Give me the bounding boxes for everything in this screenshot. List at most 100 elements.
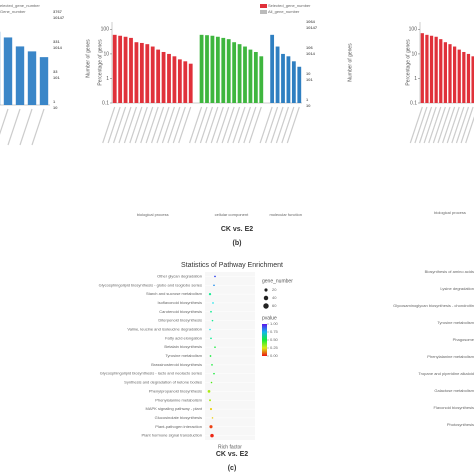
legend-label: 40 <box>272 295 277 300</box>
category-label-stub <box>270 106 284 144</box>
bar <box>226 39 231 103</box>
category-label-stub <box>460 106 474 144</box>
y-tick-label: 0.1 <box>410 100 417 106</box>
y-axis-label: Number of genes <box>85 39 91 78</box>
pathway-label: Tyrosine metabolism <box>165 353 202 358</box>
category-label-stub <box>221 106 235 144</box>
bar <box>172 56 177 103</box>
y2-tick-label: 1014 <box>306 51 316 56</box>
bar <box>39 57 49 105</box>
category-label-stub <box>265 106 279 144</box>
group-label: biological process <box>137 212 169 217</box>
bar <box>112 34 117 103</box>
bar <box>471 56 474 103</box>
category-label-stub <box>237 106 251 144</box>
category-label-stub <box>134 106 148 144</box>
bar <box>425 34 429 103</box>
category-label-stub <box>31 108 45 146</box>
bar <box>139 42 144 103</box>
category-label-stub <box>102 106 116 144</box>
y-tick-label: 10 <box>103 51 109 57</box>
category-label-stub <box>243 106 257 144</box>
category-label-stub <box>437 106 451 144</box>
category-label-stub <box>446 106 460 144</box>
point <box>211 364 213 366</box>
y2-tick-label: 10147 <box>306 25 318 30</box>
point <box>210 310 212 313</box>
color-tick-label: 1.00 <box>270 321 279 326</box>
pathway-label: Carotenoid biosynthesis <box>159 309 202 314</box>
pathway-label: Tyrosine metabolism <box>437 320 474 325</box>
bar <box>134 42 139 103</box>
pathway-label: Photosynthesis <box>447 422 474 427</box>
pathway-label: Plant-pathogen interaction <box>155 424 202 429</box>
legend-swatch <box>260 10 267 14</box>
point <box>210 381 213 384</box>
category-label-stub <box>418 106 433 144</box>
x-axis-label: Rich factor <box>218 444 242 450</box>
y2-tick-label: 3767 <box>53 9 63 14</box>
bar <box>466 53 471 103</box>
bar <box>281 53 285 103</box>
category-label-stub <box>259 106 273 144</box>
bar <box>429 35 434 104</box>
point <box>212 302 214 304</box>
category-label-stub <box>172 106 186 144</box>
bar <box>177 59 182 103</box>
pathway-label: Lysine degradation <box>440 286 474 291</box>
category-label-stub <box>432 106 446 144</box>
bar <box>161 51 166 103</box>
legend-label: Gene_number <box>0 9 26 14</box>
y2-tick-label: 33 <box>53 69 58 74</box>
pathway-label: Galactose metabolism <box>434 388 474 393</box>
pathway-label: Phenylpropanoid biosynthesis <box>149 388 202 393</box>
bar <box>457 49 461 103</box>
pathway-label: Biosynthesis of amino acids <box>425 269 474 274</box>
point <box>211 417 214 419</box>
legend-label: Selected_gene_number <box>268 3 311 8</box>
color-tick-label: 0.00 <box>270 353 279 358</box>
pathway-label: Glycosphingolipid biosynthesis - globo a… <box>99 282 202 287</box>
legend-label: elected_gene_number <box>0 3 40 8</box>
y-tick-label: 10 <box>411 51 417 57</box>
category-label-stub <box>275 106 289 144</box>
pathway-label: Plant hormone signal transduction <box>142 433 202 438</box>
color-bar <box>262 324 267 356</box>
group-label: molecular function <box>269 212 301 217</box>
pathway-label: Starch and sucrose metabolism <box>146 291 203 296</box>
pathway-label: Diterpenoid biosynthesis <box>158 318 202 323</box>
group-label: biological process <box>434 210 466 215</box>
y2-tick-label: 1014 <box>53 45 63 50</box>
bar <box>439 39 443 103</box>
y2-tick-label: 106 <box>306 45 313 50</box>
category-label-stub <box>194 106 208 144</box>
y-tick-label: 1 <box>414 76 417 82</box>
pathway-label: Flavonoid biosynthesis <box>434 405 474 410</box>
category-label-stub <box>232 106 246 144</box>
y2-tick-label: 1 <box>306 97 309 102</box>
point <box>210 433 214 438</box>
category-label-stub <box>140 106 154 144</box>
category-label-stub <box>7 108 21 146</box>
point <box>209 328 211 331</box>
point <box>214 275 216 278</box>
category-label-stub <box>465 116 474 144</box>
bar <box>232 42 237 103</box>
category-label-stub <box>216 106 230 144</box>
caption: CK vs. E2 <box>216 451 248 458</box>
bar <box>150 46 155 103</box>
bar <box>3 37 13 105</box>
category-label-stub <box>205 106 219 144</box>
legend-label: All_gene_number <box>268 9 300 14</box>
legend-label: 20 <box>272 287 277 292</box>
y2-tick-label: 331 <box>53 39 60 44</box>
category-label-stub <box>0 108 9 135</box>
category-label-stub <box>442 106 456 144</box>
bar <box>237 44 242 103</box>
category-label-stub <box>227 106 241 144</box>
category-label-stub <box>451 106 465 144</box>
bar <box>145 44 150 103</box>
pathway-label: Betalain biosynthesis <box>164 344 202 349</box>
y2-tick-label: 10 <box>306 103 311 108</box>
point <box>207 390 211 393</box>
